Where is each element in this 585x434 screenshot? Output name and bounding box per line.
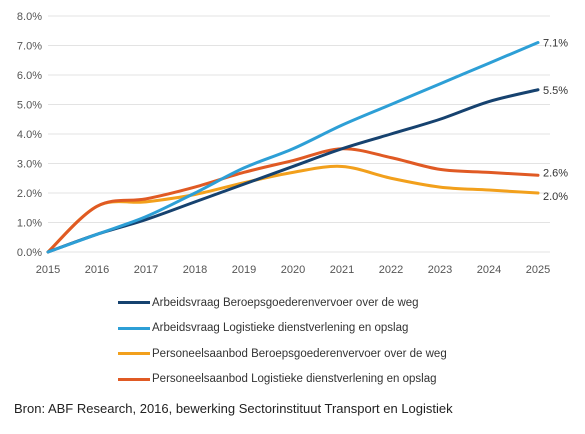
series-end-label: 7.1% bbox=[543, 38, 568, 50]
x-axis-ticks: 2015 2016 2017 2018 2019 2020 2021 2022 2023 2024… bbox=[36, 264, 550, 276]
series-line bbox=[46, 41, 540, 254]
legend-item: Personeelsaanbod Beroepsgoederenvervoer … bbox=[118, 341, 447, 367]
legend-label: Personeelsaanbod Beroepsgoederenvervoer … bbox=[152, 347, 447, 360]
legend-item: Arbeidsvraag Logistieke dienstverlening … bbox=[118, 316, 447, 342]
legend-label: Personeelsaanbod Logistieke dienstverlen… bbox=[152, 373, 437, 386]
y-tick-label: 8.0% bbox=[17, 11, 42, 23]
series-line bbox=[46, 164, 540, 254]
x-tick-label: 2025 bbox=[526, 264, 550, 276]
legend-swatch bbox=[118, 326, 150, 330]
y-tick-label: 5.0% bbox=[17, 100, 42, 112]
y-tick-label: 3.0% bbox=[17, 159, 42, 171]
series-lines bbox=[46, 41, 540, 254]
y-tick-label: 4.0% bbox=[17, 129, 42, 141]
legend-swatch bbox=[118, 377, 150, 381]
y-tick-label: 1.0% bbox=[17, 218, 42, 230]
x-tick-label: 2021 bbox=[330, 264, 354, 276]
y-tick-label: 2.0% bbox=[17, 188, 42, 200]
legend: Arbeidsvraag Beroepsgoederenvervoer over… bbox=[118, 290, 447, 392]
x-tick-label: 2020 bbox=[281, 264, 305, 276]
series-end-label: 2.6% bbox=[543, 167, 568, 179]
x-tick-label: 2018 bbox=[183, 264, 207, 276]
x-tick-label: 2016 bbox=[85, 264, 109, 276]
source-note: Bron: ABF Research, 2016, bewerking Sect… bbox=[14, 401, 453, 416]
x-tick-label: 2024 bbox=[477, 264, 501, 276]
y-tick-label: 7.0% bbox=[17, 41, 42, 53]
x-tick-label: 2019 bbox=[232, 264, 256, 276]
y-tick-label: 0.0% bbox=[17, 247, 42, 259]
x-tick-label: 2023 bbox=[428, 264, 452, 276]
y-axis-ticks: 0.0% 1.0% 2.0% 3.0% 4.0% 5.0% 6.0% 7.0% 8.0% bbox=[17, 11, 42, 259]
series-end-label: 2.0% bbox=[543, 191, 568, 203]
x-tick-label: 2017 bbox=[134, 264, 158, 276]
legend-item: Arbeidsvraag Beroepsgoederenvervoer over… bbox=[118, 290, 447, 316]
legend-label: Arbeidsvraag Beroepsgoederenvervoer over… bbox=[152, 296, 419, 309]
gridlines bbox=[48, 15, 550, 253]
x-tick-label: 2015 bbox=[36, 264, 60, 276]
legend-swatch bbox=[118, 301, 150, 305]
y-tick-label: 6.0% bbox=[17, 70, 42, 82]
legend-label: Arbeidsvraag Logistieke dienstverlening … bbox=[152, 322, 409, 335]
legend-swatch bbox=[118, 352, 150, 356]
series-line bbox=[46, 88, 540, 254]
series-line bbox=[46, 147, 540, 254]
end-labels: 5.5% 7.1% 2.0% 2.6% bbox=[543, 38, 568, 203]
legend-item: Personeelsaanbod Logistieke dienstverlen… bbox=[118, 367, 447, 393]
series-end-label: 5.5% bbox=[543, 85, 568, 97]
x-tick-label: 2022 bbox=[379, 264, 403, 276]
